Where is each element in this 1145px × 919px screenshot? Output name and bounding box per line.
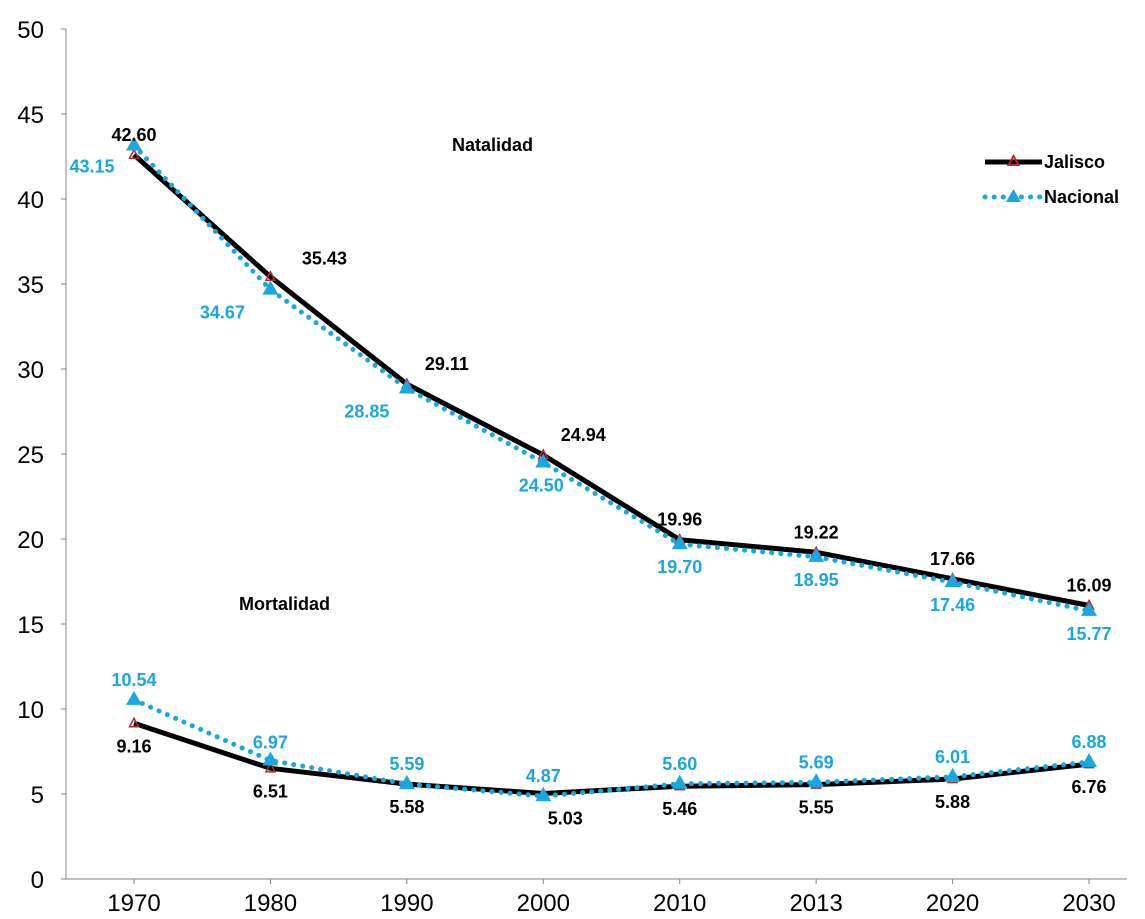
legend-marker-nacional — [1006, 189, 1021, 202]
y-tick-label: 30 — [17, 357, 44, 384]
data-label-jalisco: 42.60 — [111, 125, 156, 145]
data-point-nacional — [944, 767, 961, 782]
data-point-jalisco — [128, 148, 140, 160]
y-tick-label: 25 — [17, 442, 44, 469]
x-tick-label: 2020 — [926, 890, 979, 917]
data-point-nacional — [398, 379, 415, 394]
y-tick-label: 50 — [17, 17, 44, 44]
data-point-nacional — [808, 773, 825, 788]
data-label-nacional: 5.59 — [389, 754, 424, 774]
data-point-nacional — [1081, 753, 1098, 768]
y-tick-label: 45 — [17, 102, 44, 129]
data-label-jalisco: 19.22 — [794, 522, 839, 542]
data-label-jalisco: 24.94 — [561, 425, 606, 445]
data-point-nacional — [944, 573, 961, 588]
data-point-nacional — [126, 136, 142, 151]
y-tick-label: 35 — [17, 272, 44, 299]
x-tick-label: 1990 — [380, 890, 433, 917]
data-label-jalisco: 5.03 — [548, 808, 583, 828]
legend-item-nacional: Nacional — [982, 187, 1119, 207]
data-point-nacional — [262, 751, 279, 766]
data-point-nacional — [535, 787, 552, 802]
legend-label-nacional: Nacional — [1044, 187, 1119, 207]
series-line-nacional-mortalidad — [131, 697, 1092, 799]
x-tick-label: 1980 — [244, 890, 297, 917]
data-label-nacional: 6.01 — [935, 747, 970, 767]
axes: 0 5 10 15 20 25 30 35 40 45 50 1970 1980 1990 2000 2010… — [17, 17, 1127, 917]
x-tick-label: 2013 — [789, 890, 842, 917]
data-label-nacional: 34.67 — [200, 303, 245, 323]
data-label-nacional: 10.54 — [111, 670, 156, 690]
legend-label-jalisco: Jalisco — [1044, 152, 1105, 172]
data-label-nacional: 19.70 — [657, 557, 702, 577]
data-label-nacional: 28.85 — [344, 402, 389, 422]
annotation-natalidad: Natalidad — [452, 135, 533, 155]
data-label-jalisco: 17.66 — [930, 549, 975, 569]
data-label-nacional: 15.77 — [1066, 624, 1111, 644]
series-line-nacional-natalidad — [131, 143, 1092, 614]
data-label-jalisco: 19.96 — [657, 510, 702, 530]
data-label-jalisco: 29.11 — [425, 354, 469, 374]
data-point-nacional — [671, 535, 688, 550]
y-tick-label: 20 — [17, 527, 44, 554]
data-point-nacional — [398, 774, 415, 789]
data-label-jalisco: 9.16 — [116, 736, 151, 756]
data-point-jalisco — [264, 270, 277, 281]
series-line-jalisco-natalidad — [132, 152, 1090, 608]
data-label-jalisco: 6.76 — [1071, 777, 1106, 797]
y-tick-label: 5 — [31, 782, 44, 809]
data-label-nacional: 5.60 — [662, 754, 697, 774]
data-labels: 42.60 35.43 29.11 24.94 19.96 19.22 17.66 16.09… — [69, 125, 1111, 829]
data-point-nacional — [1081, 601, 1098, 616]
data-label-nacional: 24.50 — [519, 476, 564, 496]
legend-marker-jalisco — [1006, 153, 1021, 166]
data-label-jalisco: 5.58 — [389, 797, 424, 817]
legend-item-jalisco: Jalisco — [985, 152, 1105, 172]
data-label-jalisco: 5.46 — [662, 799, 697, 819]
data-point-nacional — [671, 774, 688, 789]
data-label-nacional: 6.97 — [253, 733, 288, 753]
series-layer — [126, 136, 1098, 802]
y-tick-label: 10 — [17, 697, 44, 724]
x-tick-label: 2000 — [517, 890, 570, 917]
data-label-nacional: 18.95 — [794, 570, 839, 590]
y-tick-label: 40 — [17, 187, 44, 214]
y-tick-label: 0 — [31, 867, 44, 894]
data-label-jalisco: 16.09 — [1066, 575, 1111, 595]
data-point-nacional — [126, 690, 142, 705]
data-point-jalisco — [128, 716, 140, 728]
data-point-jalisco — [264, 761, 277, 773]
data-label-jalisco: 35.43 — [302, 249, 347, 269]
data-point-nacional — [262, 280, 279, 295]
legend: Jalisco Nacional — [982, 152, 1119, 207]
data-label-jalisco: 5.55 — [799, 798, 834, 818]
data-label-nacional: 4.87 — [526, 766, 561, 786]
annotation-mortalidad: Mortalidad — [239, 594, 330, 614]
data-label-nacional: 43.15 — [69, 156, 114, 176]
data-label-jalisco: 6.51 — [253, 781, 288, 801]
data-label-jalisco: 5.88 — [935, 792, 970, 812]
data-point-nacional — [808, 547, 825, 562]
x-tick-label: 1970 — [107, 890, 160, 917]
x-tick-label: 2030 — [1062, 890, 1115, 917]
data-label-nacional: 17.46 — [930, 595, 975, 615]
x-tick-label: 2010 — [653, 890, 706, 917]
data-point-nacional — [535, 453, 552, 468]
y-tick-label: 15 — [17, 612, 44, 639]
data-label-nacional: 5.69 — [799, 752, 834, 772]
data-label-nacional: 6.88 — [1071, 732, 1106, 752]
